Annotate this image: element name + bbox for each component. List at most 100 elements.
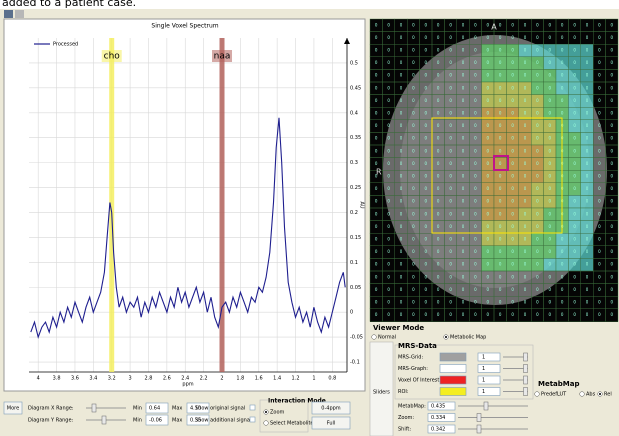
- cell-value: 0: [474, 262, 477, 267]
- slider-thumb[interactable]: [92, 404, 96, 412]
- cell-value: 0: [375, 249, 378, 254]
- cell-value: 0: [611, 22, 614, 27]
- slider-thumb[interactable]: [477, 414, 481, 422]
- color-swatch[interactable]: [440, 388, 466, 396]
- label: Show additional signal: [195, 418, 251, 424]
- cell-value: 0: [549, 111, 552, 116]
- cell-value: 0: [536, 237, 539, 242]
- cell-value: 0: [375, 287, 378, 292]
- cell-value: 0: [524, 85, 527, 90]
- color-swatch[interactable]: [440, 353, 466, 361]
- cell-value: 0: [611, 48, 614, 53]
- cell-value: 0: [437, 148, 440, 153]
- y-tick-label: 0.4: [350, 110, 358, 116]
- slider-thumb[interactable]: [102, 416, 106, 424]
- cell-value: 0: [611, 249, 614, 254]
- cell-value: 0: [536, 211, 539, 216]
- cell-value: 0: [611, 211, 614, 216]
- slider-thumb[interactable]: [524, 388, 528, 396]
- slider-thumb[interactable]: [484, 402, 488, 410]
- cell-value: 0: [499, 161, 502, 166]
- cell-value: 0: [586, 123, 589, 128]
- cell-value: 0: [536, 274, 539, 279]
- cell-value: 0: [400, 123, 403, 128]
- cell-value: 0: [487, 35, 490, 40]
- label: Max: [172, 418, 182, 424]
- radio-dot: [599, 393, 601, 395]
- cell-value: 0: [536, 148, 539, 153]
- cell-value: 0: [487, 262, 490, 267]
- icon[interactable]: [15, 10, 24, 18]
- cell-value: 0: [462, 85, 465, 90]
- cell-value: 0: [400, 22, 403, 27]
- cell-value: 0: [536, 300, 539, 305]
- cell-value: 0: [549, 161, 552, 166]
- cell-value: 0: [598, 300, 601, 305]
- cell-value: 0: [375, 199, 378, 204]
- cell-value: 0: [400, 274, 403, 279]
- x-tick-label: 4: [37, 376, 40, 382]
- cell-value: 0: [549, 287, 552, 292]
- cell-value: 0: [561, 111, 564, 116]
- cell-value: 0: [412, 186, 415, 191]
- cell-value: 0: [437, 136, 440, 141]
- cell-value: 0: [474, 199, 477, 204]
- cell-value: 0: [400, 186, 403, 191]
- cell-value: 0: [462, 148, 465, 153]
- cell-value: 0: [598, 60, 601, 65]
- slider-thumb[interactable]: [477, 425, 481, 433]
- cell-value: 0: [375, 224, 378, 229]
- cell-value: 0: [474, 98, 477, 103]
- cell-value: 0: [425, 35, 428, 40]
- radio[interactable]: [535, 392, 540, 397]
- cell-value: 0: [586, 237, 589, 242]
- cell-value: 0: [549, 237, 552, 242]
- label: Diagram X Range:: [28, 406, 74, 412]
- cell-value: 0: [611, 98, 614, 103]
- slider-thumb[interactable]: [524, 376, 528, 384]
- label: 1: [482, 378, 485, 384]
- cell-value: 0: [462, 186, 465, 191]
- cell-value: 0: [561, 312, 564, 317]
- cell-value: 0: [524, 174, 527, 179]
- radio[interactable]: [372, 335, 377, 340]
- cell-value: 0: [549, 274, 552, 279]
- cell-value: 0: [598, 148, 601, 153]
- label: Min: [133, 418, 142, 424]
- mrs-image: 0 0 0 0 0 0 0 0 0 0 0 0 0 0 0 0 0 0 0 0 0 0 0 0 0 0 0 0 0 0 0 0 0 0 0 0 0 0 0 0…: [370, 19, 618, 322]
- cell-value: 0: [598, 211, 601, 216]
- cell-value: 0: [425, 186, 428, 191]
- cell-value: 0: [586, 111, 589, 116]
- color-swatch[interactable]: [440, 365, 466, 373]
- cell-value: 0: [499, 262, 502, 267]
- radio[interactable]: [580, 392, 585, 397]
- cell-value: 0: [412, 35, 415, 40]
- slider-thumb[interactable]: [524, 353, 528, 361]
- cell-value: 0: [561, 98, 564, 103]
- cell-value: 0: [400, 85, 403, 90]
- slider-thumb[interactable]: [524, 365, 528, 373]
- label: Select Metabolite: [270, 421, 313, 427]
- cell-value: 0: [611, 186, 614, 191]
- cell-value: 0: [400, 249, 403, 254]
- page: {"caption":"added to a patient case.", "…: [0, 0, 619, 436]
- cell-value: 0: [474, 111, 477, 116]
- cell-value: 0: [425, 48, 428, 53]
- cell-value: 0: [561, 22, 564, 27]
- cell-value: 0: [549, 224, 552, 229]
- cell-value: 0: [598, 48, 601, 53]
- cell-value: 0: [412, 199, 415, 204]
- radio[interactable]: [264, 421, 269, 426]
- icon[interactable]: [4, 10, 13, 18]
- cell-value: 0: [499, 136, 502, 141]
- cell-value: 0: [499, 274, 502, 279]
- y-tick-label: 0.3: [350, 160, 358, 166]
- cell-value: 0: [375, 98, 378, 103]
- cell-value: 0: [586, 98, 589, 103]
- checkbox[interactable]: [250, 417, 255, 422]
- checkbox[interactable]: [250, 405, 255, 410]
- cell-value: 0: [598, 136, 601, 141]
- color-swatch[interactable]: [440, 376, 466, 384]
- cell-value: 0: [499, 224, 502, 229]
- cell-value: 0: [474, 85, 477, 90]
